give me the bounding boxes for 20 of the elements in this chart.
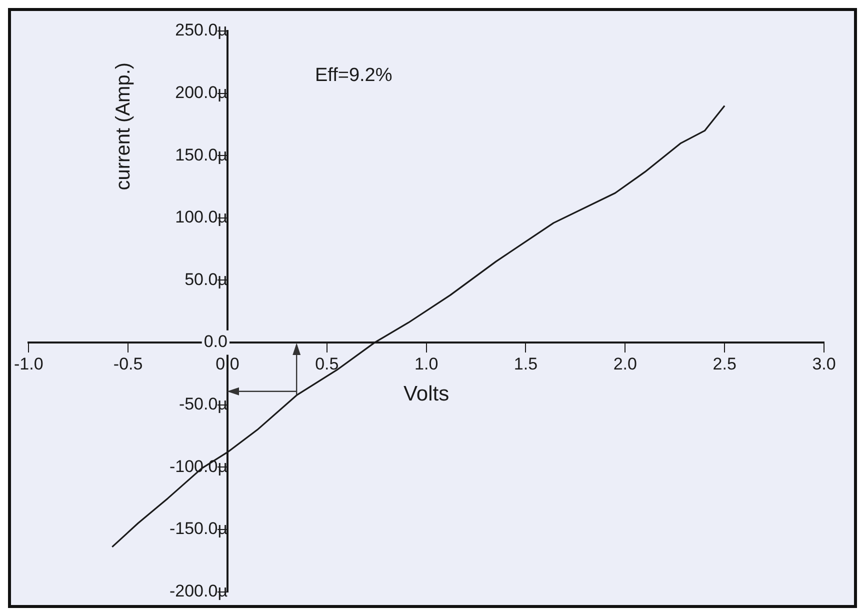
y-tick-label: 200.0µ (175, 83, 228, 102)
y-tick-label: 0.0 (204, 332, 228, 352)
y-tick-label: 250.0µ (175, 20, 228, 40)
x-axis-title: Volts (404, 382, 450, 406)
y-tick-label: 150.0µ (175, 145, 228, 164)
x-tick-label: -0.5 (113, 354, 143, 374)
annotation: Eff=9.2% (314, 65, 392, 86)
x-tick-label: 1.0 (414, 354, 438, 374)
y-tick-label: -50.0µ (178, 394, 228, 414)
y-tick-label: -150.0µ (169, 519, 228, 538)
x-tick-label: 3.0 (812, 354, 836, 374)
x-tick-label: 2.0 (613, 354, 637, 374)
x-tick-label: 1.5 (514, 354, 538, 374)
y-tick-label: 100.0µ (175, 208, 228, 227)
x-tick-label: 2.5 (712, 354, 736, 374)
y-tick-label: 50.0µ (184, 270, 228, 289)
x-tick-label: 0.5 (315, 354, 339, 374)
y-axis-title: current (Amp.) (112, 62, 135, 190)
y-tick-label: -200.0µ (169, 581, 228, 600)
x-tick-label: -1.0 (14, 354, 44, 374)
